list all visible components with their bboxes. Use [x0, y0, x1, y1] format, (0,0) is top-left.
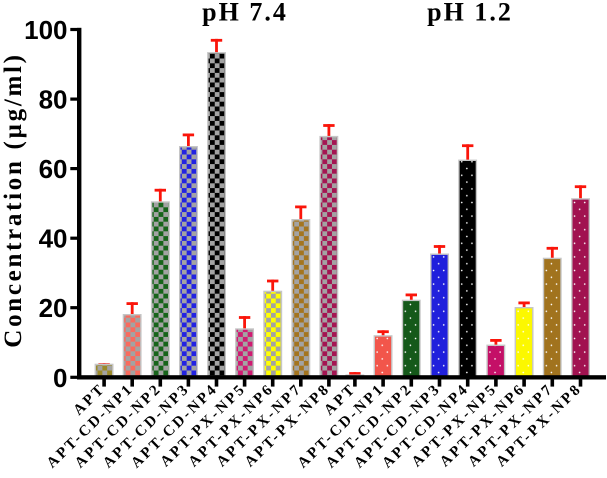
svg-text:0: 0 [53, 363, 67, 393]
svg-text:60: 60 [39, 154, 68, 184]
svg-text:40: 40 [39, 224, 68, 254]
svg-text:100: 100 [24, 15, 67, 45]
svg-text:20: 20 [39, 293, 68, 323]
svg-text:pH 7.4: pH 7.4 [202, 0, 288, 27]
svg-text:pH 1.2: pH 1.2 [427, 0, 513, 27]
svg-text:Concentration (µg/ml): Concentration (µg/ml) [0, 52, 27, 347]
svg-text:80: 80 [39, 85, 68, 115]
